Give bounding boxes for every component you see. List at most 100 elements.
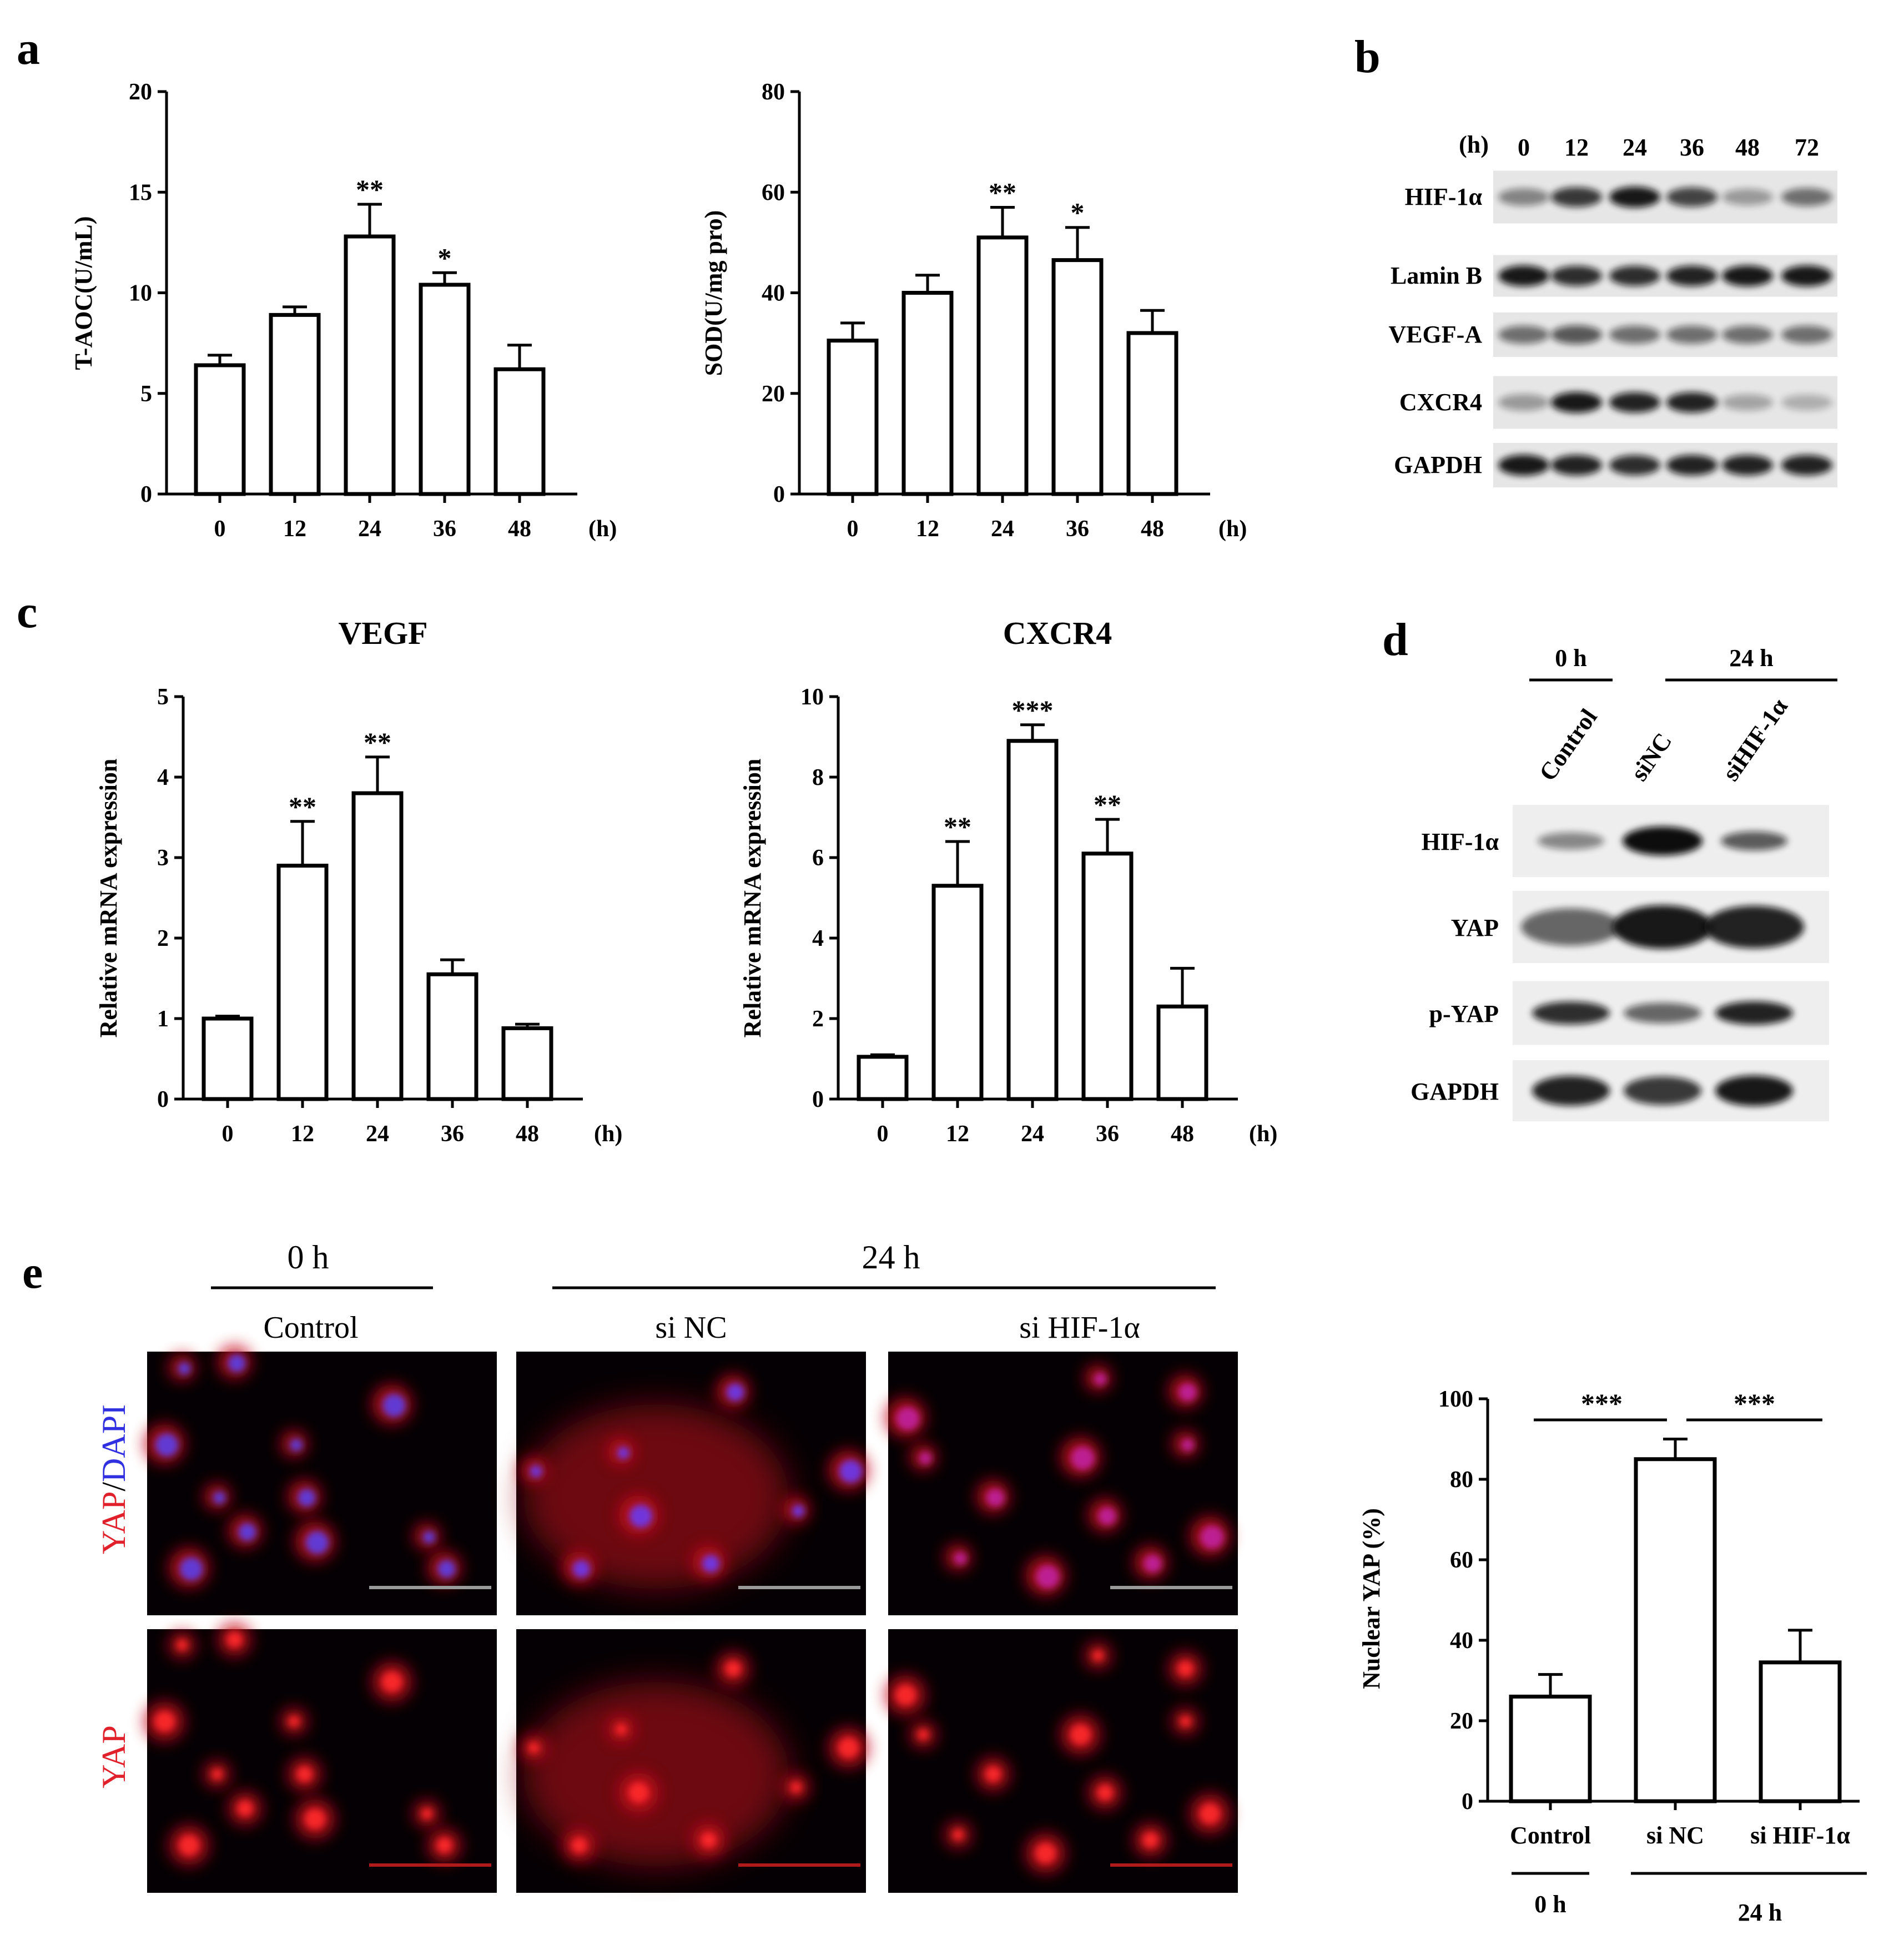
dapi-nucleus <box>572 1560 591 1578</box>
yap-nucleus <box>1097 1785 1113 1801</box>
yap-nucleus <box>1200 1803 1220 1824</box>
blot-lane-label: 48 <box>1735 134 1760 161</box>
yap-nucleus <box>296 1766 313 1782</box>
y-tick-label: 60 <box>1450 1548 1473 1573</box>
blot-band <box>1498 325 1549 344</box>
blot-row-label: GAPDH <box>1394 451 1482 478</box>
bar <box>1081 851 1134 1101</box>
y-tick-label: 8 <box>812 765 824 790</box>
micrograph-panel <box>144 1623 497 1893</box>
x-tick-label: 12 <box>291 1121 314 1147</box>
dapi-nucleus <box>422 1531 436 1544</box>
dapi-nucleus <box>1181 1439 1194 1452</box>
row-label-yap-only: YAP <box>95 1725 132 1788</box>
blot-lane-label: 12 <box>1564 134 1589 161</box>
yap-nucleus <box>1035 1843 1056 1863</box>
blot-lane-label: Control <box>1534 704 1603 786</box>
bracket-significance: *** <box>1734 1388 1775 1419</box>
y-tick-label: 20 <box>762 381 785 407</box>
bar <box>1634 1457 1717 1803</box>
y-tick-label: 3 <box>157 845 169 871</box>
blot-row-label: Lamin B <box>1391 262 1482 289</box>
blot-band <box>1781 188 1832 206</box>
micrograph-panel <box>885 1352 1238 1615</box>
y-tick-label: 5 <box>157 684 169 710</box>
blot-band <box>1551 265 1602 286</box>
blot-band <box>1609 325 1660 344</box>
dapi-nucleus <box>702 1555 720 1573</box>
bar <box>344 234 396 496</box>
bracket-significance: *** <box>1581 1388 1623 1419</box>
yap-nucleus <box>177 1639 188 1651</box>
blot-band <box>1538 832 1604 850</box>
y-axis-label: T-AOC(U/mL) <box>70 216 97 370</box>
y-tick-label: 40 <box>1450 1628 1473 1654</box>
yap-nucleus <box>985 1766 1001 1782</box>
significance-mark: ** <box>944 811 971 842</box>
bar <box>1126 331 1178 496</box>
blot-band <box>1666 265 1717 286</box>
blot-band <box>1715 1001 1793 1025</box>
blot-band <box>1623 827 1702 855</box>
yap-nucleus <box>436 1837 452 1853</box>
y-tick-label: 20 <box>1450 1709 1473 1734</box>
y-tick-label: 20 <box>129 79 152 105</box>
blot-band <box>1498 455 1549 476</box>
dapi-nucleus <box>178 1362 191 1375</box>
blot-lane-label: 24 <box>1623 134 1647 161</box>
bar <box>501 1026 553 1101</box>
x-tick-label: 36 <box>433 516 456 542</box>
group-label: 0 h <box>1534 1891 1566 1918</box>
x-tick-label: 24 <box>991 516 1014 542</box>
y-axis-label: Relative mRNA expression <box>739 759 766 1038</box>
blot-band <box>1551 187 1602 207</box>
x-tick-label: 0 <box>222 1121 234 1147</box>
y-tick-label: 0 <box>812 1087 824 1112</box>
blot-band <box>1532 1076 1610 1106</box>
blot-band <box>1666 392 1717 413</box>
yap-nucleus <box>838 1737 859 1758</box>
blot-band <box>1722 325 1773 344</box>
blot-row-label: HIF-1α <box>1422 828 1499 855</box>
yap-nucleus <box>628 1782 649 1803</box>
yap-nucleus <box>1092 1650 1104 1661</box>
blot-band <box>1666 325 1717 344</box>
yap-nucleus <box>918 1729 929 1740</box>
x-tick-label: 24 <box>358 516 381 542</box>
blot-band <box>1781 394 1832 411</box>
dapi-nucleus <box>290 1439 303 1452</box>
y-tick-label: 10 <box>800 684 824 710</box>
blot-row-label: HIF-1α <box>1405 183 1483 210</box>
x-axis-unit: (h) <box>1218 516 1247 542</box>
dapi-nucleus <box>1071 1447 1095 1470</box>
x-tick-label: 0 <box>847 516 859 542</box>
taoc-bar-chart: 0 5 10 15 20 T-AOC(U/mL) 0 12 ** 24 * 36 48 (h) <box>70 79 617 542</box>
blot-lane-label: siNC <box>1625 728 1677 786</box>
y-tick-label: 0 <box>157 1087 169 1112</box>
dapi-nucleus <box>986 1489 1004 1507</box>
western-blot-d: 0 h 24 h Control siNC siHIF-1α HIF-1α YAP p-YAP… <box>1411 644 1837 1121</box>
x-tick-label: si NC <box>1646 1822 1704 1849</box>
dapi-nucleus <box>238 1523 256 1541</box>
yap-nucleus <box>895 1685 916 1705</box>
y-tick-label: 2 <box>812 1006 824 1032</box>
y-tick-label: 0 <box>140 482 152 507</box>
dapi-nucleus <box>617 1447 630 1459</box>
blot-lane-label: siHIF-1α <box>1717 693 1793 786</box>
blot-band <box>1551 455 1602 476</box>
blot-band <box>1666 455 1717 476</box>
blot-band <box>1781 455 1832 476</box>
x-tick-label: 24 <box>366 1121 389 1147</box>
y-tick-label: 15 <box>129 180 152 205</box>
blot-strip <box>1493 313 1837 357</box>
dapi-nucleus <box>954 1552 967 1565</box>
panel-label-a: a <box>17 23 40 74</box>
chart-title: CXCR4 <box>1003 615 1112 651</box>
blot-lane-label: 36 <box>1680 134 1704 161</box>
bar <box>276 864 329 1101</box>
significance-mark: ** <box>1094 789 1121 820</box>
panel-label-e: e <box>22 1247 43 1298</box>
yap-nucleus <box>179 1835 199 1856</box>
